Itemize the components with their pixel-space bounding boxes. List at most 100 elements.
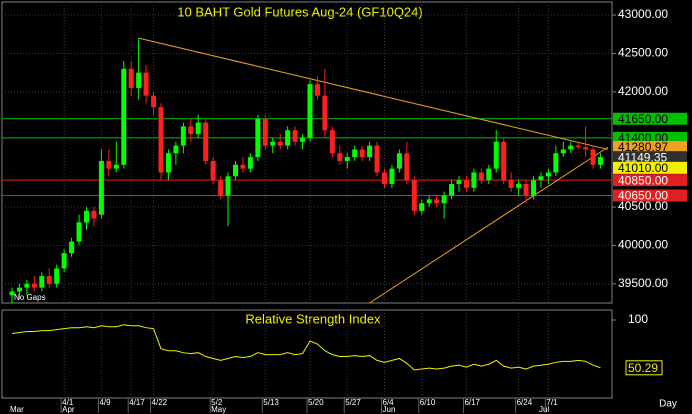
candle-body <box>374 145 380 173</box>
candle-body <box>136 72 142 88</box>
candle-body <box>76 222 82 242</box>
trendline <box>369 146 609 304</box>
candle-body <box>292 130 298 142</box>
candle-body <box>493 141 499 169</box>
price-box <box>613 189 687 202</box>
candle-body <box>233 164 238 177</box>
month-label: Jul <box>539 405 549 414</box>
x-tick-label: 6/24 <box>517 398 533 407</box>
price-box-label: 40650.00 <box>618 189 668 203</box>
candle-body <box>352 149 358 158</box>
candle-body <box>568 145 574 150</box>
candle-body <box>158 107 164 173</box>
candle-body <box>583 147 589 150</box>
x-tick-label: 4/22 <box>152 398 168 407</box>
price-box <box>613 174 687 187</box>
candle-body <box>545 172 551 177</box>
candle-body <box>98 160 104 215</box>
candle-body <box>337 153 343 161</box>
y-tick-label: 42000.00 <box>618 84 668 98</box>
y-tick-label: 43000.00 <box>618 7 668 21</box>
candle-body <box>359 149 365 158</box>
candle-body <box>16 287 22 292</box>
candle-body <box>344 157 350 161</box>
candle-body <box>143 72 149 96</box>
candle-body <box>516 183 522 188</box>
x-tick-label: 5/27 <box>345 398 361 407</box>
candle-body <box>434 199 440 204</box>
candle-body <box>277 141 283 146</box>
candle-body <box>456 180 462 184</box>
candle-body <box>575 145 581 148</box>
candle-body <box>553 153 559 173</box>
period: Day <box>659 399 677 410</box>
candle-body <box>180 126 186 146</box>
x-tick-label: 4/1 <box>62 398 74 407</box>
month-label: Apr <box>62 405 75 414</box>
price-box-label: 40850.00 <box>618 173 668 187</box>
candle-body <box>508 180 514 188</box>
candle-body <box>91 210 97 219</box>
candle-body <box>218 180 224 196</box>
candle-body <box>523 183 529 196</box>
candle-body <box>449 183 455 196</box>
candle-body <box>9 291 15 296</box>
candle-body <box>195 122 201 135</box>
x-tick-label: 7/1 <box>546 398 558 407</box>
candle-body <box>396 153 402 169</box>
candle-body <box>307 84 313 138</box>
candle-body <box>113 164 119 169</box>
candle-body <box>463 180 469 188</box>
candle-body <box>411 180 417 211</box>
trendline <box>138 37 609 150</box>
x-tick-label: 4/17 <box>129 398 145 407</box>
candle-body <box>39 276 45 288</box>
candle-body <box>389 168 395 184</box>
candle-body <box>538 176 544 181</box>
month-label: May <box>211 405 226 414</box>
candle-body <box>203 122 209 161</box>
candle-body <box>478 172 484 181</box>
price-box <box>613 151 687 164</box>
candle-body <box>255 118 261 158</box>
x-tick-label: 6/10 <box>420 398 436 407</box>
candle-body <box>471 172 477 188</box>
y-tick-label: 39500.00 <box>618 276 668 290</box>
candle-body <box>121 68 127 165</box>
month-label: Jun <box>383 405 396 414</box>
candle-body <box>285 130 291 146</box>
candle-body <box>24 283 30 288</box>
x-tick-label: 5/2 <box>211 398 223 407</box>
candle-body <box>188 126 194 135</box>
candle-body <box>404 153 410 181</box>
price-box-label: 41650.00 <box>618 112 668 126</box>
candle-body <box>61 253 67 269</box>
y-tick-label: 40500.00 <box>618 199 668 213</box>
candle-body <box>426 199 432 204</box>
rsi-line <box>11 324 601 371</box>
candle-body <box>560 149 566 154</box>
candle-body <box>300 137 306 142</box>
candle-body <box>247 157 253 169</box>
candle-body <box>31 283 37 288</box>
candle-body <box>367 145 373 158</box>
price-box-label: 41149.35 <box>618 150 667 164</box>
price-box-label: 41280.97 <box>618 140 668 154</box>
candle-body <box>598 157 604 165</box>
price-box <box>613 161 687 174</box>
candle-body <box>173 145 179 154</box>
y-tick-label: 42500.00 <box>618 46 668 60</box>
x-tick-label: 6/17 <box>464 398 480 407</box>
price-box <box>613 131 687 144</box>
candle-body <box>128 68 134 88</box>
candle-body <box>590 149 596 165</box>
note: No Gaps <box>14 293 46 302</box>
candle-body <box>419 203 425 211</box>
candle-body <box>240 164 246 169</box>
candle-body <box>441 195 447 204</box>
y-tick-label: 40000.00 <box>618 238 668 252</box>
price-frame <box>1 1 613 304</box>
candle-body <box>46 276 52 284</box>
month-label: Mar <box>10 405 24 414</box>
